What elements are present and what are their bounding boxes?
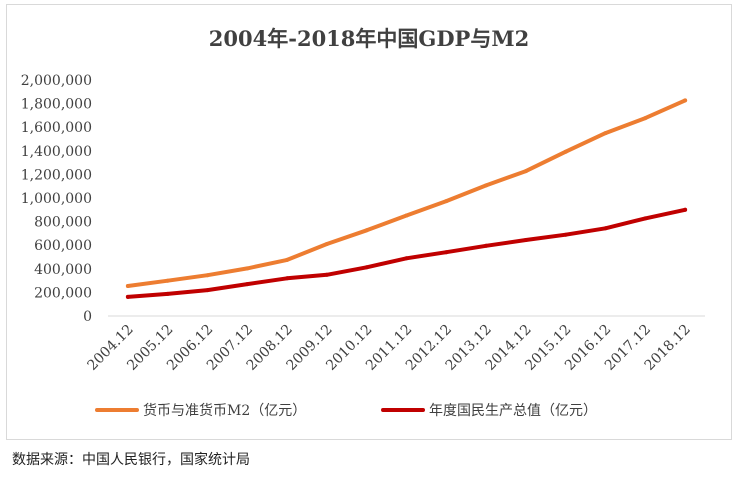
data-point: [643, 216, 648, 221]
data-point: [245, 266, 250, 271]
y-tick-label: 600,000: [34, 238, 92, 254]
y-tick-label: 200,000: [34, 285, 92, 301]
y-tick-label: 0: [83, 309, 92, 325]
legend: 货币与准货币M2（亿元） 年度国民生产总值（亿元）: [95, 402, 597, 419]
series-line-1: [125, 207, 688, 299]
y-tick-label: 1,400,000: [21, 144, 92, 160]
data-point: [245, 282, 250, 287]
data-point: [404, 256, 409, 261]
legend-label: 货币与准货币M2（亿元）: [143, 402, 306, 419]
y-tick-label: 800,000: [34, 215, 92, 231]
data-point: [205, 273, 210, 278]
plot-lines: [125, 98, 688, 299]
data-point: [205, 288, 210, 293]
data-point: [603, 131, 608, 136]
data-point: [563, 149, 568, 154]
legend-label: 年度国民生产总值（亿元）: [429, 403, 597, 419]
data-point: [285, 257, 290, 262]
data-point: [165, 291, 170, 296]
y-tick-label: 1,600,000: [21, 120, 92, 136]
data-point: [523, 169, 528, 174]
data-point: [683, 207, 688, 212]
y-axis: 0 200,000 400,000 600,000 800,000 1,000,000 1,…: [21, 73, 92, 325]
data-point: [444, 199, 449, 204]
data-point: [484, 243, 489, 248]
data-point: [125, 284, 130, 288]
data-point: [324, 242, 329, 246]
y-tick-label: 1,200,000: [21, 167, 92, 183]
data-point: [285, 276, 290, 281]
data-point: [484, 183, 489, 188]
y-tick-label: 2,000,000: [21, 73, 92, 89]
chart-frame: [6, 4, 732, 440]
data-point: [364, 265, 369, 270]
y-tick-label: 400,000: [34, 262, 92, 278]
data-point: [643, 116, 648, 121]
y-tick-label: 1,800,000: [21, 97, 92, 113]
data-point: [324, 272, 329, 277]
data-point: [563, 232, 568, 237]
chart-title: 2004年-2018年中国GDP与M2: [209, 26, 529, 51]
data-point: [404, 213, 409, 218]
data-point: [603, 226, 608, 231]
source-note: 数据来源：中国人民银行，国家统计局: [12, 452, 250, 468]
data-point: [444, 250, 449, 255]
data-point: [683, 98, 688, 103]
data-point: [364, 228, 369, 233]
data-point: [125, 294, 130, 299]
data-point: [523, 238, 528, 242]
y-tick-label: 1,000,000: [21, 191, 92, 207]
data-point: [165, 278, 170, 283]
x-axis: 2004.122005.122006.122007.122008.122009.…: [84, 315, 705, 374]
